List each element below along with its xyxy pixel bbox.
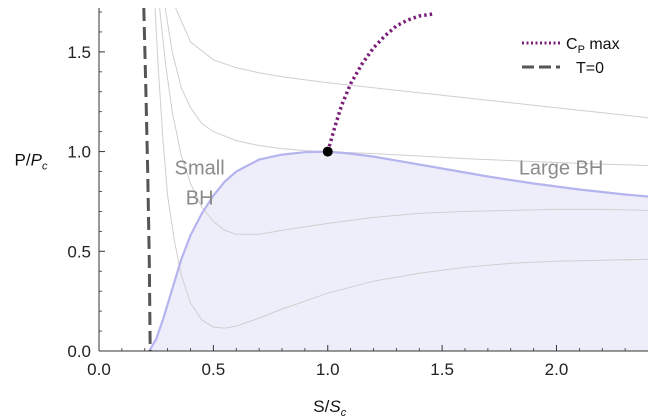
region-label-1-0: Large BH xyxy=(519,158,604,180)
cp-max-line xyxy=(326,12,434,153)
x-axis-title-sub: c xyxy=(341,407,347,417)
legend-text-sub: P xyxy=(578,44,585,56)
isotherm-iso_4 xyxy=(154,8,648,329)
y-tick-label: 1.0 xyxy=(67,143,91,162)
t-zero-line xyxy=(142,8,152,351)
plot-area: Small BH Large BH xyxy=(142,8,648,351)
x-tick-label: 2.0 xyxy=(545,360,569,379)
legend-text-main: C xyxy=(566,36,578,53)
x-axis-title-var: S xyxy=(329,397,341,416)
axes: 0.0 0.5 1.0 1.5 2.00.00.51.01.5S/ScP/Pc xyxy=(15,8,648,417)
isotherm-iso_3 xyxy=(159,8,648,235)
legend-label-t0: T=0 xyxy=(576,60,604,77)
y-tick-label: 1.5 xyxy=(67,43,91,62)
x-tick-label: 0.0 xyxy=(87,360,111,379)
x-tick-label: 1.0 xyxy=(316,360,340,379)
y-tick-label: 0.5 xyxy=(67,242,91,261)
plot-content: Small BH Large BH xyxy=(142,8,648,351)
coexistence-region xyxy=(149,151,648,351)
legend: CP max T=0 xyxy=(522,36,620,77)
legend-text-rest: max xyxy=(585,36,620,53)
y-axis-title-sub: c xyxy=(42,161,48,173)
y-axis-title-var: P xyxy=(31,151,43,170)
x-tick-label: 1.5 xyxy=(430,360,454,379)
x-tick-label: 0.5 xyxy=(202,360,226,379)
y-axis-title-main: P/ xyxy=(15,151,31,170)
y-axis-title: P/Pc xyxy=(15,151,48,173)
isotherm-iso_1 xyxy=(175,8,648,119)
region-label-0-0: Small xyxy=(175,158,225,180)
region-label-0-1: BH xyxy=(186,188,214,210)
isotherm-iso_2 xyxy=(164,8,648,166)
y-tick-label: 0.0 xyxy=(67,342,91,361)
x-axis-title: S/Sc xyxy=(313,397,346,417)
legend-label-cp: CP max xyxy=(566,36,620,56)
critical-point xyxy=(322,146,333,157)
coexistence-line xyxy=(148,150,648,351)
x-axis-title-main: S/ xyxy=(313,397,329,416)
legend-text-main: T=0 xyxy=(576,60,604,77)
